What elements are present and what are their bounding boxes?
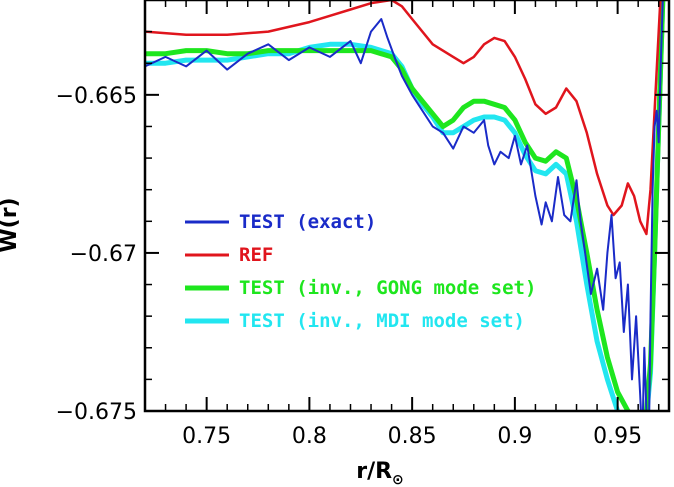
series-line-3 [145, 0, 666, 411]
legend-label-1: REF [239, 244, 273, 266]
x-tick-label: 0.8 [292, 424, 327, 449]
series-line-0 [145, 0, 664, 411]
x-tick-label: 0.85 [388, 424, 437, 449]
legend-label-0: TEST (exact) [239, 211, 376, 233]
y-tick-label: −0.665 [56, 84, 137, 109]
y-tick-label: −0.675 [56, 400, 137, 425]
tick-layer: 0.75 0.8 0.85 0.9 0.95 −0.665 −0.67 −0.675 [56, 0, 669, 449]
x-axis-label-main: r/R [356, 459, 392, 484]
legend-label-2: TEST (inv., GONG mode set) [239, 277, 536, 299]
x-tick-label: 0.75 [182, 424, 231, 449]
x-tick-label: 0.95 [593, 424, 642, 449]
series-line-1 [145, 0, 662, 236]
series-layer [145, 0, 666, 411]
x-axis-label-sub: ⊙ [392, 472, 404, 487]
plot-frame [143, 0, 671, 413]
x-axis-label: r/R⊙ [356, 459, 404, 487]
legend-label-3: TEST (inv., MDI mode set) [239, 310, 525, 332]
series-line-2 [145, 0, 666, 411]
x-tick-label: 0.9 [497, 424, 532, 449]
legend: TEST (exact) REF TEST (inv., GONG mode set… [185, 211, 536, 332]
y-axis-label: W(r) [0, 197, 22, 252]
y-tick-label: −0.67 [70, 242, 137, 267]
